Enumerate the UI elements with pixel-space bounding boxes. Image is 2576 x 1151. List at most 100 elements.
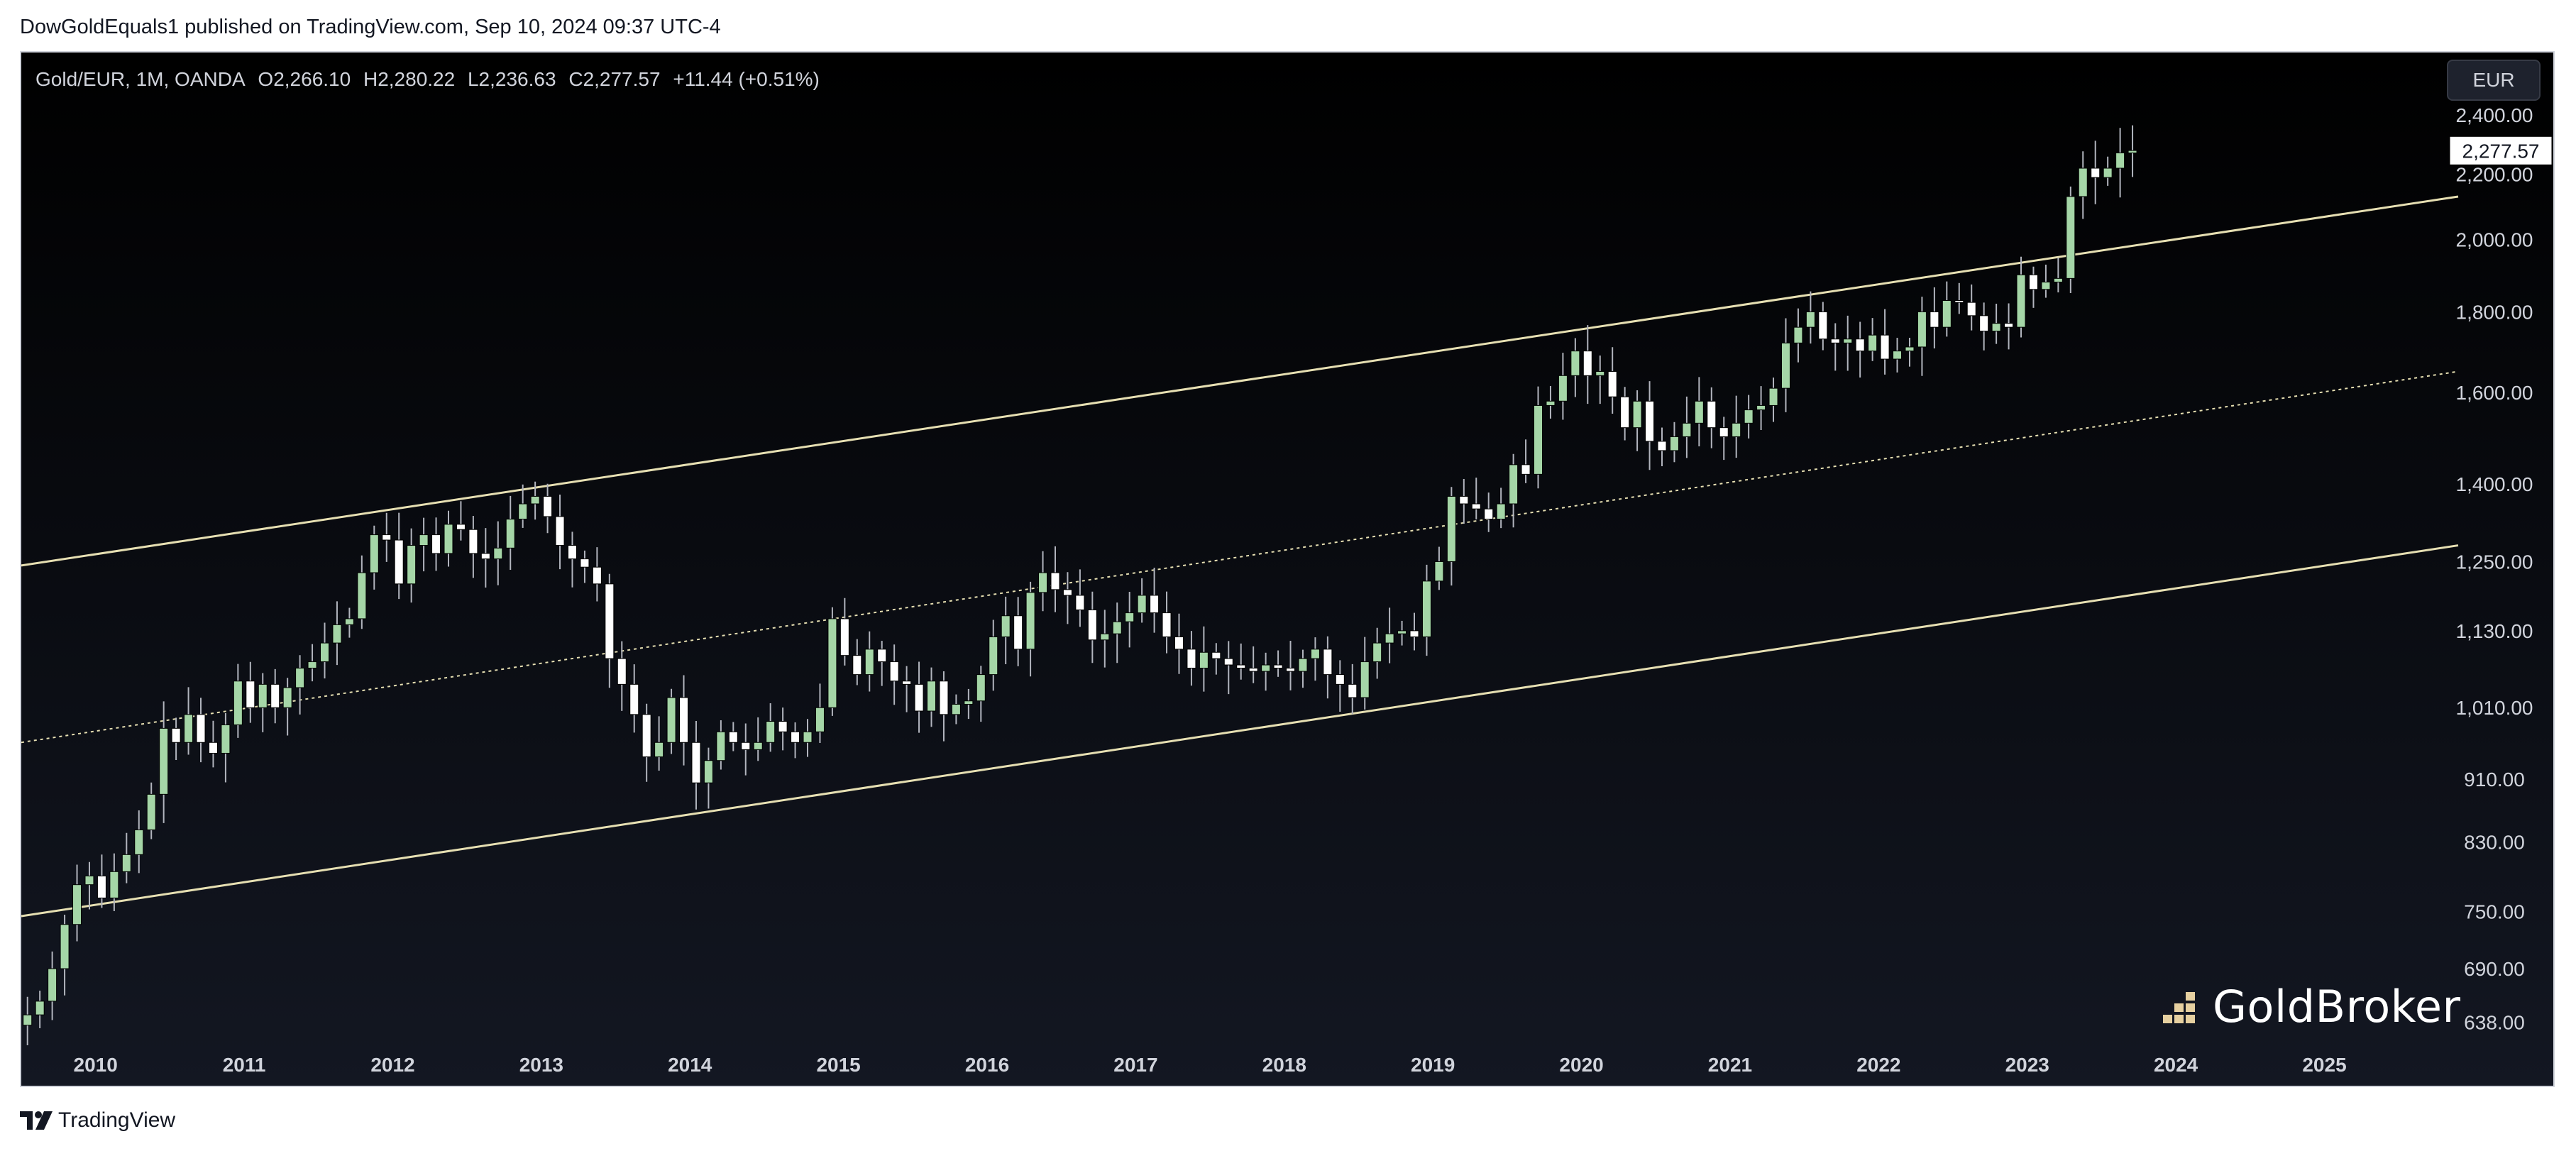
candle xyxy=(2078,151,2088,219)
candle xyxy=(1248,646,1258,683)
candle-body-down xyxy=(1954,299,1964,303)
candle xyxy=(914,661,924,733)
candle-body-down xyxy=(1707,400,1717,429)
candle xyxy=(382,512,392,562)
candle xyxy=(1125,592,1135,648)
candle-body-down xyxy=(1855,338,1865,352)
candle-body-up xyxy=(1100,633,1110,641)
candle-body-up xyxy=(1893,351,1903,360)
candle-body-up xyxy=(1025,592,1035,650)
candle-body-down xyxy=(1583,351,1592,376)
candle xyxy=(1509,453,1519,528)
candle xyxy=(1607,347,1617,414)
candle-body-down xyxy=(741,742,751,750)
candle xyxy=(1174,613,1184,674)
candle xyxy=(580,550,590,583)
candle xyxy=(1199,626,1209,692)
candle xyxy=(84,861,94,910)
candle-body-up xyxy=(344,618,354,625)
candle-body-up xyxy=(1496,503,1506,520)
candle xyxy=(2115,128,2125,198)
candle-body-up xyxy=(1732,422,1741,437)
time-tick-label: 2019 xyxy=(1411,1054,1455,1076)
candle-body-up xyxy=(1868,334,1878,352)
time-tick-label: 2011 xyxy=(223,1054,266,1076)
goldbroker-bars-icon xyxy=(2163,991,2195,1023)
legend-high: H2,280.22 xyxy=(363,68,456,90)
candle xyxy=(2028,266,2038,308)
goldbroker-wordmark: GoldBroker xyxy=(2213,981,2461,1032)
candle-body-down xyxy=(1607,370,1617,397)
price-tick-label: 1,800.00 xyxy=(2456,301,2533,323)
tradingview-brand[interactable]: TradingView xyxy=(20,1108,175,1133)
time-tick-label: 2024 xyxy=(2154,1054,2198,1076)
candle xyxy=(1843,315,1853,371)
candle xyxy=(1583,325,1592,404)
candle-body-up xyxy=(1682,422,1692,437)
candle-body-down xyxy=(691,742,701,783)
candle-body-up xyxy=(1397,630,1407,634)
candle-body-up xyxy=(1137,595,1147,614)
time-axis: 2010 2011 2012 2013 2014 2015 2016 2017 2018 2019… xyxy=(74,1054,2347,1076)
legend-close: C2,277.57 xyxy=(568,68,661,90)
price-chart[interactable]: 2,400.00 2,200.00 2,000.00 1,800.00 1,600.00… xyxy=(21,53,2553,1086)
candle-body-up xyxy=(989,636,998,676)
candle-body-up xyxy=(803,731,813,743)
candle-body-down xyxy=(1236,664,1246,669)
candle-body-up xyxy=(357,572,367,619)
candle-body-up xyxy=(332,624,342,644)
candle-body-down xyxy=(592,566,602,585)
candle-body-down xyxy=(840,618,849,656)
candle xyxy=(2103,156,2113,186)
candle-body-up xyxy=(753,742,763,750)
candle xyxy=(121,832,131,883)
candle-body-down xyxy=(1273,664,1283,669)
price-tick-label: 1,600.00 xyxy=(2456,382,2533,404)
candle-body-down xyxy=(1335,674,1345,685)
candle xyxy=(431,517,441,571)
chart-panel[interactable]: 2,400.00 2,200.00 2,000.00 1,800.00 1,600.00… xyxy=(20,51,2555,1087)
candle-body-up xyxy=(233,681,243,725)
candle xyxy=(456,501,466,541)
candle-body-up xyxy=(1632,400,1642,429)
candle-body-up xyxy=(2016,274,2026,328)
candle-body-up xyxy=(1421,580,1431,637)
candle xyxy=(1001,596,1011,665)
candle xyxy=(1348,663,1358,715)
candle-body-up xyxy=(307,661,317,669)
candle-body-down xyxy=(1459,495,1469,505)
candle-body-down xyxy=(914,683,924,712)
candle xyxy=(902,666,912,712)
candles xyxy=(23,125,2137,1045)
candle xyxy=(60,914,70,996)
candle-body-down xyxy=(1162,612,1172,637)
candle-body-up xyxy=(703,760,713,783)
candle xyxy=(23,996,33,1045)
currency-button[interactable]: EUR xyxy=(2447,60,2541,101)
legend-low: L2,236.63 xyxy=(467,68,556,90)
time-tick-label: 2017 xyxy=(1113,1054,1157,1076)
candle-body-up xyxy=(1756,404,1766,411)
candle xyxy=(679,675,689,766)
candle-body-up xyxy=(1694,400,1704,424)
legend-symbol[interactable]: Gold/EUR, 1M, OANDA xyxy=(35,68,246,90)
candle xyxy=(196,698,206,763)
candle xyxy=(505,495,515,570)
candle xyxy=(766,703,776,752)
candle-body-up xyxy=(23,1014,33,1026)
candle xyxy=(2091,141,2101,204)
candle xyxy=(2066,186,2076,293)
candle-body-up xyxy=(654,742,664,758)
candle xyxy=(1966,284,1976,331)
candle xyxy=(1286,640,1296,690)
candle xyxy=(1223,641,1233,695)
candle-body-up xyxy=(1360,661,1370,698)
candle xyxy=(989,619,998,691)
candle-body-up xyxy=(1261,664,1271,672)
candle-body-down xyxy=(617,658,627,685)
candle xyxy=(703,747,713,809)
candle xyxy=(852,639,862,685)
candle-body-down xyxy=(2004,323,2014,328)
symbol-legend: Gold/EUR, 1M, OANDA O2,266.10 H2,280.22 … xyxy=(35,68,827,91)
candle xyxy=(1534,386,1543,489)
